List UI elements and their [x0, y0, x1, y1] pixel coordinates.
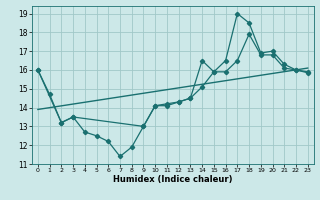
X-axis label: Humidex (Indice chaleur): Humidex (Indice chaleur) — [113, 175, 233, 184]
